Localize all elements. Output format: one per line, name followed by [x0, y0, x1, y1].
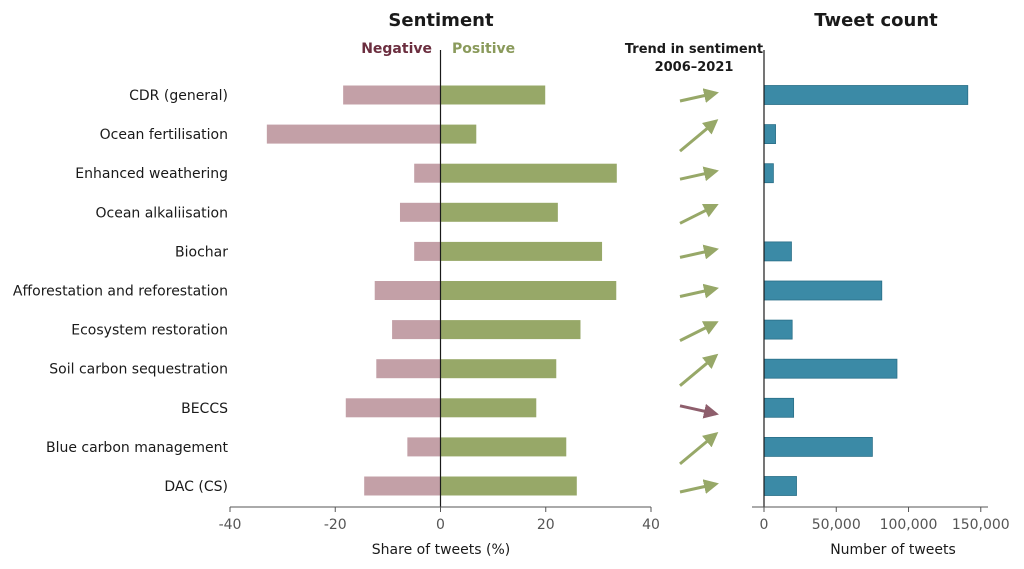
bar-negative-soil-carbon-sequestration	[376, 359, 441, 379]
bar-positive-ecosystem-restoration	[440, 320, 581, 340]
trend-arrow-biochar	[679, 244, 719, 260]
trend-arrow-dac-cs	[679, 479, 719, 494]
bar-positive-biochar	[440, 241, 603, 261]
bar-negative-ecosystem-restoration	[392, 320, 441, 340]
bar-tweets-afforestation-and-reforestation	[763, 280, 883, 301]
bar-positive-ocean-alkaliisation	[440, 202, 558, 222]
sentiment-axis: -40 -20 0 20 40	[219, 50, 660, 533]
bar-positive-blue-carbon-management	[440, 437, 567, 457]
category-label-beccs: BECCS	[181, 401, 228, 417]
bar-positive-enhanced-weathering	[440, 163, 617, 183]
trend-arrow-beccs	[679, 403, 719, 419]
bar-tweets-blue-carbon-management	[763, 436, 873, 457]
bar-positive-cdr-general	[440, 85, 546, 105]
bar-negative-blue-carbon-management	[407, 437, 441, 457]
bar-negative-ocean-alkaliisation	[399, 202, 441, 222]
bar-negative-cdr-general	[343, 85, 441, 105]
bar-positive-afforestation-and-reforestation	[440, 281, 617, 300]
bar-negative-dac-cs	[364, 476, 441, 496]
tweets-tick-label: 0	[760, 517, 769, 533]
category-label-biochar: Biochar	[175, 244, 228, 260]
tweets-tick-label: 100,000	[880, 517, 938, 533]
tweets-tick-label: 150,000	[952, 517, 1010, 533]
category-label-ecosystem-restoration: Ecosystem restoration	[71, 323, 228, 339]
trend-arrow-ocean-alkaliisation	[679, 203, 719, 225]
trend-arrow-enhanced-weathering	[679, 166, 719, 182]
bar-negative-enhanced-weathering	[414, 163, 441, 183]
bar-tweets-soil-carbon-sequestration	[763, 358, 898, 379]
trend-arrow-soil-carbon-sequestration	[679, 353, 719, 387]
bar-positive-soil-carbon-sequestration	[440, 359, 557, 379]
bar-tweets-beccs	[763, 397, 795, 418]
bar-tweets-biochar	[763, 241, 792, 262]
bar-tweets-dac-cs	[763, 476, 797, 496]
sentiment-x-axis-label: Share of tweets (%)	[372, 542, 510, 558]
trend-arrow-blue-carbon-management	[679, 431, 719, 466]
trend-title-line-1: Trend in sentiment	[625, 42, 763, 57]
category-labels: CDR (general) Ocean fertilisation Enhanced…	[13, 88, 229, 495]
sentiment-tick-label: -40	[219, 517, 242, 533]
legend-negative: Negative	[361, 41, 432, 57]
bar-tweets-cdr-general	[763, 85, 969, 105]
tweets-x-axis-label: Number of tweets	[830, 542, 956, 558]
trend-title-line-2: 2006–2021	[655, 60, 734, 75]
bar-tweets-enhanced-weathering	[763, 163, 774, 184]
sentiment-tick-label: 40	[642, 517, 660, 533]
category-label-ocean-alkaliisation: Ocean alkaliisation	[95, 205, 228, 221]
bar-negative-afforestation-and-reforestation	[374, 281, 441, 300]
bar-negative-beccs	[345, 398, 441, 418]
trend-arrow-cdr-general	[679, 88, 719, 103]
sentiment-tick-label: -20	[324, 517, 347, 533]
trend-arrow-ecosystem-restoration	[679, 321, 719, 342]
trend-arrow-afforestation-and-reforestation	[679, 283, 719, 299]
bar-positive-beccs	[440, 398, 537, 418]
category-label-afforestation-and-reforestation: Afforestation and reforestation	[13, 284, 228, 300]
category-label-ocean-fertilisation: Ocean fertilisation	[100, 127, 228, 143]
bar-tweets-ecosystem-restoration	[763, 319, 793, 340]
sentiment-tick-label: 20	[537, 517, 555, 533]
tweets-tick-label: 50,000	[812, 517, 861, 533]
trend-arrow-ocean-fertilisation	[679, 119, 719, 153]
legend-positive: Positive	[452, 41, 515, 57]
category-label-cdr-general: CDR (general)	[129, 88, 228, 104]
tweet-count-bars	[763, 85, 969, 496]
sentiment-tick-label: 0	[436, 517, 445, 533]
bar-positive-dac-cs	[440, 476, 577, 496]
sentiment-title: Sentiment	[388, 10, 494, 31]
category-label-blue-carbon-management: Blue carbon management	[46, 440, 229, 456]
sentiment-bars	[266, 85, 617, 496]
category-label-soil-carbon-sequestration: Soil carbon sequestration	[49, 362, 228, 378]
bar-negative-biochar	[414, 241, 441, 261]
bar-negative-ocean-fertilisation	[266, 124, 441, 144]
trend-arrows	[679, 88, 719, 494]
tweet-count-axis: 0 50,000 100,000 150,000	[752, 50, 1010, 533]
tweet-count-title: Tweet count	[814, 10, 938, 31]
category-label-enhanced-weathering: Enhanced weathering	[75, 166, 228, 182]
bar-tweets-ocean-fertilisation	[763, 124, 776, 144]
bar-positive-ocean-fertilisation	[440, 124, 477, 144]
category-label-dac-cs: DAC (CS)	[164, 479, 228, 495]
